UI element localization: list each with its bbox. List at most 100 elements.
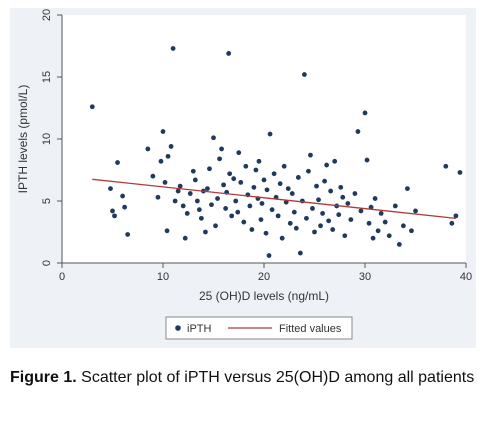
ipth-point	[271, 171, 277, 177]
ipth-point	[413, 208, 418, 214]
ipth-point	[172, 198, 178, 204]
ipth-point	[243, 163, 249, 169]
ipth-point	[233, 198, 239, 204]
ipth-point	[386, 233, 392, 239]
ipth-point	[275, 213, 281, 219]
ipth-point	[362, 110, 368, 116]
ipth-point	[253, 167, 259, 173]
ipth-point	[223, 206, 229, 211]
ipth-point	[158, 158, 164, 164]
ipth-point	[263, 230, 269, 236]
ipth-point	[314, 183, 319, 189]
ipth-point	[370, 235, 376, 241]
ipth-point	[310, 206, 315, 211]
ipth-point	[453, 213, 459, 219]
ipth-point	[251, 184, 257, 190]
ipth-point	[348, 217, 354, 223]
fitted-line-group	[92, 178, 456, 220]
ipth-point	[306, 168, 311, 174]
ipth-point	[328, 188, 334, 194]
ipth-point	[190, 168, 196, 174]
x-tick-label: 0	[59, 271, 65, 283]
ipth-point	[170, 46, 176, 51]
axis-ticks: 0 10 20 30 40 0 5 10 15 20	[41, 9, 472, 283]
ipth-point	[192, 177, 198, 183]
ipth-point	[221, 182, 227, 188]
ipth-point	[261, 177, 267, 183]
ipth-point	[247, 203, 253, 209]
ipth-point	[241, 219, 247, 225]
ipth-point	[267, 131, 273, 137]
ipth-point	[279, 235, 285, 241]
y-tick-label: 10	[41, 133, 53, 145]
ipth-point	[187, 191, 193, 196]
ipth-point	[364, 157, 370, 163]
ipth-point	[289, 191, 295, 196]
ipth-point	[304, 215, 309, 221]
ipth-point	[392, 203, 398, 209]
x-tick-label: 40	[460, 271, 472, 283]
ipth-point	[281, 163, 287, 169]
ipth-point	[219, 146, 224, 152]
ipth-point	[211, 135, 216, 141]
ipth-point	[375, 228, 381, 234]
ipth-point	[443, 163, 449, 169]
ipth-point	[358, 208, 364, 214]
ipth-point	[366, 220, 372, 226]
caption-label: Figure 1.	[10, 369, 77, 386]
ipth-point	[318, 223, 323, 229]
ipth-point	[203, 229, 208, 235]
ipth-point	[155, 194, 161, 200]
ipth-point	[295, 175, 301, 180]
ipth-point	[180, 203, 186, 209]
ipth-point	[372, 196, 378, 201]
ipth-point	[122, 204, 128, 210]
ipth-point	[165, 153, 171, 159]
ipth-point	[312, 229, 317, 235]
ipth-point	[332, 158, 338, 164]
ipth-point	[285, 186, 291, 192]
ipth-point	[338, 184, 344, 190]
y-tick-label: 0	[41, 260, 53, 266]
ipth-point	[194, 198, 200, 204]
ipth-point	[302, 72, 307, 77]
ipth-point	[259, 201, 265, 206]
ipth-point	[283, 199, 289, 205]
ipth-point	[340, 194, 346, 200]
ipth-point	[382, 219, 388, 225]
ipth-point	[168, 144, 174, 149]
ipth-point	[229, 213, 235, 219]
ipth-point	[213, 223, 218, 229]
ipth-point	[145, 146, 151, 152]
ipth-point	[326, 218, 332, 224]
ipth-point	[297, 250, 303, 256]
ipth-point	[196, 207, 202, 213]
ipth-point	[198, 215, 204, 221]
ipth-point	[115, 160, 120, 165]
ipth-point	[352, 191, 358, 196]
y-tick-label: 5	[41, 198, 53, 204]
ipth-point	[125, 232, 131, 237]
legend-ipth-label: iPTH	[187, 323, 212, 335]
ipth-point	[320, 211, 325, 216]
caption-text: Scatter plot of iPTH versus 25(OH)D amon…	[81, 369, 475, 386]
ipth-point	[264, 187, 270, 193]
ipth-point	[108, 186, 113, 192]
ipth-point	[449, 220, 455, 226]
ipth-point	[277, 181, 283, 187]
ipth-point	[236, 150, 242, 156]
y-axis-label: IPTH levels (pmol/L)	[16, 85, 30, 194]
legend-fitted-label: Fitted values	[279, 323, 342, 335]
x-tick-label: 10	[157, 271, 169, 283]
ipth-point	[249, 227, 255, 232]
ipth-point	[324, 162, 330, 168]
x-tick-label: 20	[258, 271, 270, 283]
ipth-point	[217, 156, 222, 162]
ipth-point	[226, 51, 232, 56]
ipth-point	[160, 129, 166, 134]
ipth-point	[378, 211, 384, 216]
ipth-point	[293, 225, 299, 231]
ipth-point	[269, 207, 275, 213]
ipth-point	[256, 158, 262, 164]
